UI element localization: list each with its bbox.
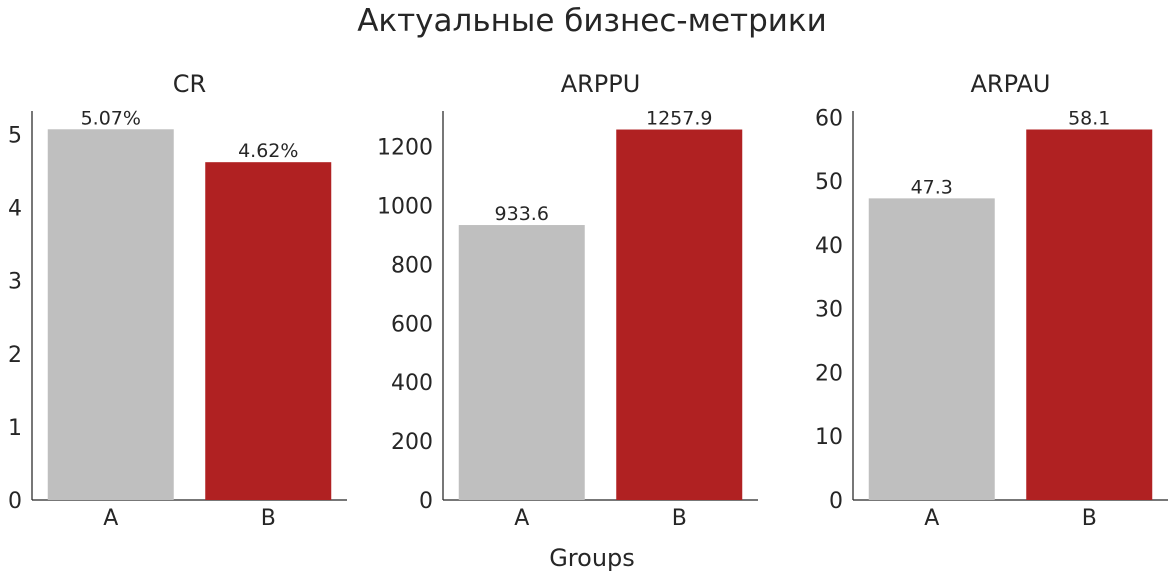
bar-value-label: 5.07% xyxy=(81,107,141,129)
y-tick-label: 600 xyxy=(391,312,433,337)
x-tick-label: A xyxy=(924,506,939,531)
y-tick-label: 1 xyxy=(8,416,22,441)
y-tick-label: 5 xyxy=(8,123,22,148)
y-tick-label: 30 xyxy=(815,298,843,323)
y-tick-label: 1000 xyxy=(377,194,433,219)
y-tick-label: 10 xyxy=(815,425,843,450)
x-tick-label: B xyxy=(261,506,276,531)
y-tick-label: 40 xyxy=(815,234,843,259)
bar-value-label: 1257.9 xyxy=(646,108,712,130)
y-tick-label: 0 xyxy=(419,489,433,514)
bar-value-label: 933.6 xyxy=(495,203,549,225)
y-tick-label: 400 xyxy=(391,371,433,396)
bar-b xyxy=(205,162,332,500)
x-tick-label: B xyxy=(672,506,687,531)
bar-a xyxy=(458,225,585,501)
bar-a xyxy=(868,198,995,500)
bar-value-label: 58.1 xyxy=(1068,107,1110,129)
x-tick-label: A xyxy=(514,506,529,531)
chart-panels: CR0123455.07%A4.62%BARPPU020040060080010… xyxy=(8,70,1168,531)
bar-value-label: 4.62% xyxy=(238,140,298,162)
y-tick-label: 2 xyxy=(8,343,22,368)
y-tick-label: 200 xyxy=(391,430,433,455)
y-tick-label: 0 xyxy=(829,489,843,514)
bar-value-label: 47.3 xyxy=(911,176,953,198)
y-tick-label: 1200 xyxy=(377,136,433,161)
x-tick-label: A xyxy=(103,506,118,531)
x-axis-label: Groups xyxy=(549,544,635,572)
y-tick-label: 50 xyxy=(815,170,843,195)
y-tick-label: 800 xyxy=(391,253,433,278)
x-tick-label: B xyxy=(1082,506,1097,531)
bar-b xyxy=(616,129,743,500)
bar-b xyxy=(1026,129,1153,500)
panel-arpau: ARPAU 0 10 20 30 40 50 60 47.3 A 58.1 B xyxy=(815,70,1168,531)
bar-a xyxy=(47,129,174,500)
panel-title: ARPPU xyxy=(561,70,641,98)
y-tick-label: 60 xyxy=(815,106,843,131)
panel-cr: CR 0 1 2 3 4 5 5.07% A 4.62% B xyxy=(8,70,347,531)
panel-title: CR xyxy=(173,70,206,98)
figure-title: Актуальные бизнес-метрики xyxy=(357,3,827,39)
y-tick-label: 0 xyxy=(8,489,22,514)
panel-title: ARPAU xyxy=(970,70,1050,98)
y-tick-label: 20 xyxy=(815,361,843,386)
y-tick-label: 4 xyxy=(8,197,22,222)
panel-arppu: ARPPU 0 200 400 600 800 1000 1200 933.6 A 1257.9 B xyxy=(377,70,758,531)
y-tick-label: 3 xyxy=(8,270,22,295)
